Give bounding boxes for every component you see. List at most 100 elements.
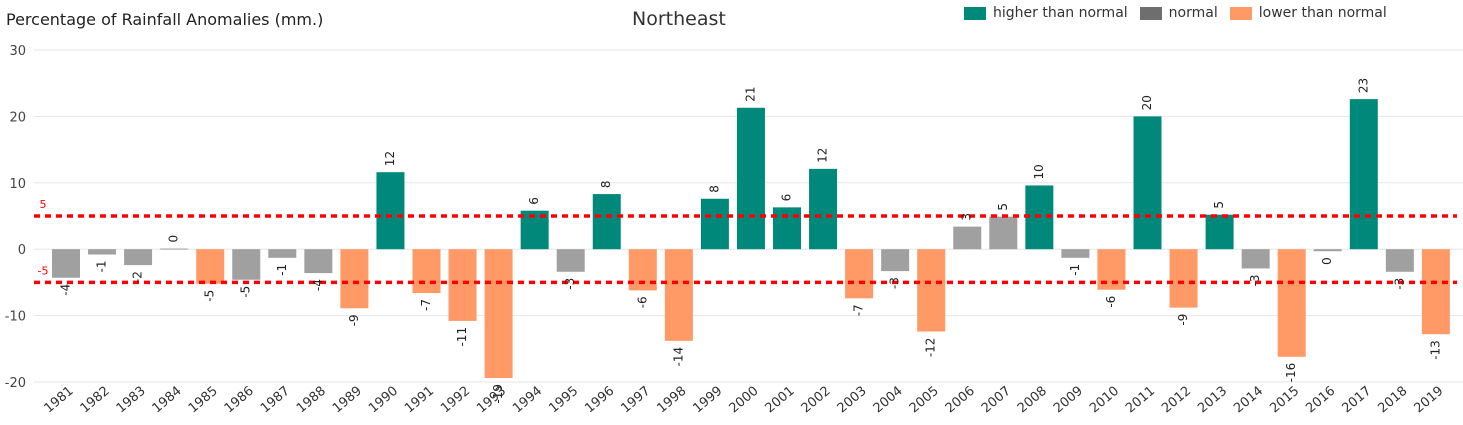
x-tick-label: 1987 bbox=[258, 384, 293, 417]
legend: higher than normal normal lower than nor… bbox=[964, 5, 1399, 21]
data-label: 0 bbox=[1320, 257, 1334, 265]
data-label: -1 bbox=[95, 261, 109, 273]
bar-2005[interactable] bbox=[917, 249, 946, 332]
x-tick-label: 2005 bbox=[907, 384, 942, 417]
x-tick-label: 1985 bbox=[186, 384, 221, 417]
threshold-label: -5 bbox=[38, 264, 49, 277]
bar-1995[interactable] bbox=[556, 249, 585, 272]
bar-2009[interactable] bbox=[1061, 249, 1090, 258]
y-tick-label: -10 bbox=[5, 310, 26, 325]
data-label: -12 bbox=[924, 338, 938, 358]
x-tick-label: 1991 bbox=[402, 384, 437, 417]
x-tick-label: 2001 bbox=[763, 384, 798, 417]
bar-2001[interactable] bbox=[773, 207, 801, 250]
legend-item-higher[interactable]: higher than normal bbox=[964, 5, 1128, 21]
bar-2014[interactable] bbox=[1241, 249, 1270, 269]
bar-1987[interactable] bbox=[268, 249, 297, 258]
bar-1981[interactable] bbox=[52, 249, 80, 278]
x-tick-label: 2017 bbox=[1339, 384, 1374, 417]
bar-1989[interactable] bbox=[340, 249, 369, 309]
x-tick-label: 1999 bbox=[690, 384, 725, 417]
data-label: -7 bbox=[852, 304, 866, 316]
data-label: -16 bbox=[1284, 363, 1298, 383]
bar-1997[interactable] bbox=[628, 249, 657, 291]
y-tick-label: 0 bbox=[18, 243, 26, 258]
x-tick-label: 2006 bbox=[943, 384, 978, 417]
data-label: 20 bbox=[1140, 95, 1154, 110]
x-tick-label: 2016 bbox=[1303, 384, 1338, 417]
x-tick-label: 2000 bbox=[727, 384, 762, 417]
data-label: -6 bbox=[1104, 296, 1118, 308]
x-tick-label: 2011 bbox=[1123, 384, 1158, 417]
data-label: -19 bbox=[491, 384, 505, 404]
bar-2011[interactable] bbox=[1133, 116, 1162, 250]
legend-label-higher: higher than normal bbox=[993, 5, 1128, 21]
bar-2015[interactable] bbox=[1277, 249, 1306, 357]
bar-1983[interactable] bbox=[124, 249, 153, 266]
bar-2016[interactable] bbox=[1313, 249, 1342, 252]
x-tick-label: 2002 bbox=[799, 384, 834, 417]
bar-1982[interactable] bbox=[88, 249, 117, 255]
bar-2003[interactable] bbox=[845, 249, 874, 299]
data-label: 21 bbox=[743, 86, 757, 101]
bar-1998[interactable] bbox=[664, 249, 693, 341]
bar-2019[interactable] bbox=[1421, 249, 1450, 335]
bar-2012[interactable] bbox=[1169, 249, 1198, 308]
chart-title: Northeast bbox=[632, 8, 726, 30]
x-tick-label: 2009 bbox=[1051, 384, 1086, 417]
data-label: 8 bbox=[707, 185, 721, 193]
bar-1990[interactable] bbox=[376, 172, 405, 250]
x-tick-label: 1982 bbox=[78, 384, 113, 417]
data-label: -3 bbox=[563, 278, 577, 290]
legend-item-normal[interactable]: normal bbox=[1139, 5, 1218, 21]
legend-item-lower[interactable]: lower than normal bbox=[1229, 5, 1387, 21]
bar-1988[interactable] bbox=[304, 249, 333, 274]
data-label: 6 bbox=[780, 194, 794, 202]
bar-2000[interactable] bbox=[736, 107, 765, 250]
bar-1992[interactable] bbox=[448, 249, 477, 321]
x-tick-label: 2004 bbox=[871, 384, 906, 417]
x-tick-label: 2013 bbox=[1195, 384, 1230, 417]
data-label: 5 bbox=[996, 203, 1010, 211]
data-label: -3 bbox=[888, 277, 902, 289]
bar-2017[interactable] bbox=[1349, 99, 1378, 250]
bar-1993[interactable] bbox=[484, 249, 513, 379]
data-label: -9 bbox=[347, 314, 361, 326]
x-tick-label: 1992 bbox=[438, 384, 473, 417]
data-label: -4 bbox=[59, 284, 73, 296]
threshold-label: 5 bbox=[40, 198, 47, 211]
x-tick-label: 1994 bbox=[510, 384, 545, 417]
bar-2007[interactable] bbox=[989, 216, 1018, 250]
bar-2013[interactable] bbox=[1205, 214, 1234, 250]
x-tick-label: 2008 bbox=[1015, 384, 1050, 417]
data-label: 3 bbox=[960, 213, 974, 221]
bar-2004[interactable] bbox=[881, 249, 910, 272]
x-tick-label: 2015 bbox=[1267, 384, 1302, 417]
data-label: 5 bbox=[1212, 201, 1226, 209]
bar-1984[interactable] bbox=[160, 248, 189, 250]
x-tick-label: 1995 bbox=[546, 384, 581, 417]
bar-1996[interactable] bbox=[592, 194, 621, 250]
x-tick-label: 2010 bbox=[1087, 384, 1122, 417]
data-label: 8 bbox=[599, 180, 613, 188]
bar-2018[interactable] bbox=[1385, 249, 1414, 272]
data-label: -1 bbox=[1068, 264, 1082, 276]
x-tick-label: 1983 bbox=[114, 384, 149, 417]
data-label: -3 bbox=[1248, 274, 1262, 286]
x-tick-label: 2012 bbox=[1159, 384, 1194, 417]
legend-swatch-higher bbox=[964, 6, 986, 20]
legend-swatch-normal bbox=[1139, 6, 1162, 20]
bar-1986[interactable] bbox=[232, 249, 261, 280]
x-tick-label: 2007 bbox=[979, 384, 1014, 417]
legend-label-normal: normal bbox=[1168, 5, 1218, 21]
bar-1991[interactable] bbox=[412, 249, 441, 294]
x-tick-label: 1989 bbox=[330, 384, 365, 417]
x-tick-label: 1990 bbox=[366, 384, 401, 417]
bar-2006[interactable] bbox=[953, 226, 982, 250]
x-tick-label: 1996 bbox=[582, 384, 617, 417]
bar-2002[interactable] bbox=[809, 168, 838, 250]
bar-1985[interactable] bbox=[196, 249, 225, 284]
bar-1999[interactable] bbox=[700, 198, 729, 250]
x-tick-label: 2019 bbox=[1411, 384, 1446, 417]
x-tick-label: 2014 bbox=[1231, 384, 1266, 417]
